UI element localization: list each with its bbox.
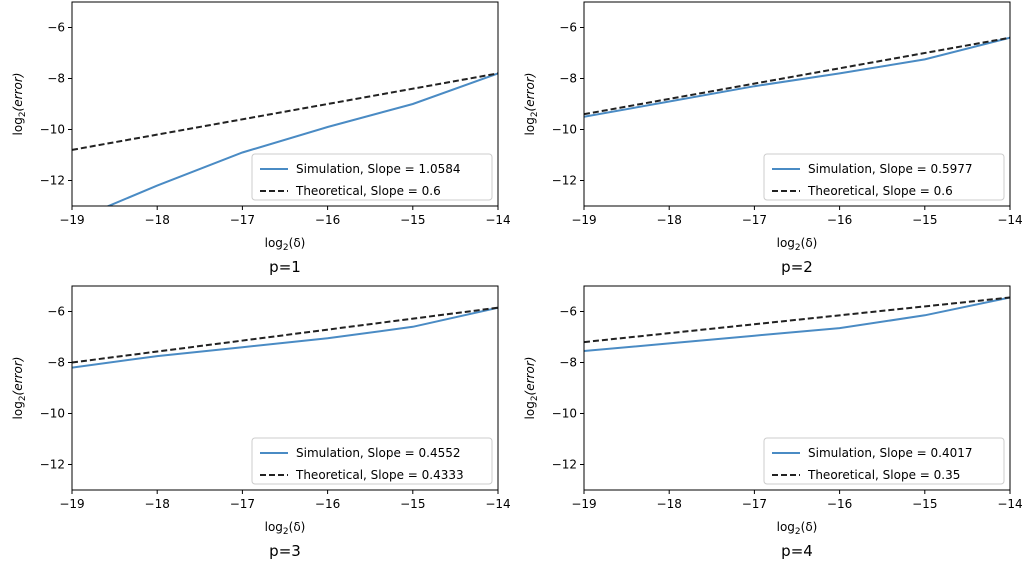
x-tick-label: −15 [400,497,425,511]
x-tick-label: −14 [485,213,510,227]
y-axis-label: log2(error) [523,357,540,420]
legend-label: Simulation, Slope = 1.0584 [296,162,461,176]
subplot-title: p=4 [781,542,813,560]
y-tick-label: −12 [552,458,577,472]
legend: Simulation, Slope = 0.4017 Theoretical, S… [763,437,1005,485]
legend: Simulation, Slope = 1.0584 Theoretical, S… [251,153,493,201]
legend-box [251,153,493,201]
x-tick-label: −18 [657,497,682,511]
subplot-title: p=1 [269,258,301,276]
legend-box [251,437,493,485]
y-tick-label: −12 [552,174,577,188]
y-axis-label: log2(error) [523,73,540,136]
y-tick-label: −10 [552,407,577,421]
x-axis-label: log2(δ) [777,236,818,253]
x-tick-label: −17 [742,213,767,227]
legend-box [763,437,1005,485]
x-tick-label: −14 [485,497,510,511]
y-tick-label: −6 [47,21,65,35]
y-axis-label: log2(error) [11,73,28,136]
x-tick-label: −17 [230,497,255,511]
subplot-title: p=3 [269,542,301,560]
theoretical-line [584,296,1010,344]
axes-frame [583,1,1011,207]
subplot-1: −19 −18 −17 −16 −15 −14 −12 −10 −8 −6 log2(δ) log2(… [11,1,511,276]
x-tick-label: −18 [145,213,170,227]
x-tick-label: −18 [145,497,170,511]
legend: Simulation, Slope = 0.4552 Theoretical, S… [251,437,493,485]
legend-label: Theoretical, Slope = 0.35 [807,468,960,482]
x-tick-label: −15 [400,213,425,227]
legend-box [763,153,1005,201]
x-tick-label: −14 [997,213,1022,227]
legend: Simulation, Slope = 0.5977 Theoretical, S… [763,153,1005,201]
y-tick-label: −8 [47,356,65,370]
y-tick-label: −12 [40,174,65,188]
legend-label: Theoretical, Slope = 0.6 [807,184,953,198]
legend-label: Theoretical, Slope = 0.6 [295,184,441,198]
axes-frame [71,1,499,207]
x-tick-label: −17 [230,213,255,227]
x-axis-label: log2(δ) [777,520,818,537]
x-tick-label: −17 [742,497,767,511]
x-tick-label: −19 [59,497,84,511]
theoretical-line [72,72,498,151]
simulation-line [105,72,498,206]
x-tick-label: −18 [657,213,682,227]
simulation-line [584,36,1010,118]
x-tick-label: −19 [59,213,84,227]
x-tick-label: −15 [912,497,937,511]
y-tick-label: −8 [559,72,577,86]
y-tick-label: −10 [40,123,65,137]
y-tick-label: −6 [559,305,577,319]
x-tick-label: −14 [997,497,1022,511]
x-tick-label: −16 [827,497,852,511]
legend-label: Simulation, Slope = 0.4017 [808,446,973,460]
y-tick-label: −6 [47,305,65,319]
subplot-4: −19 −18 −17 −16 −15 −14 −12 −10 −8 −6 log2(δ) log2(… [523,285,1023,560]
x-tick-label: −19 [571,213,596,227]
theoretical-line [72,306,498,364]
x-tick-label: −16 [315,497,340,511]
y-tick-label: −8 [47,72,65,86]
legend-label: Theoretical, Slope = 0.4333 [295,468,464,482]
x-tick-label: −19 [571,497,596,511]
axes-frame [71,285,499,491]
y-tick-label: −10 [552,123,577,137]
subplot-2: −19 −18 −17 −16 −15 −14 −12 −10 −8 −6 log2(δ) log2(… [523,1,1023,276]
y-tick-label: −10 [40,407,65,421]
subplot-3: −19 −18 −17 −16 −15 −14 −12 −10 −8 −6 log2(δ) log2(… [11,285,511,560]
x-tick-label: −16 [315,213,340,227]
legend-label: Simulation, Slope = 0.4552 [296,446,461,460]
x-tick-label: −15 [912,213,937,227]
x-tick-label: −16 [827,213,852,227]
legend-label: Simulation, Slope = 0.5977 [808,162,973,176]
y-tick-label: −6 [559,21,577,35]
y-tick-label: −8 [559,356,577,370]
y-axis-label: log2(error) [11,357,28,420]
axes-frame [583,285,1011,491]
y-tick-label: −12 [40,458,65,472]
simulation-line [72,306,498,369]
subplot-title: p=2 [781,258,813,276]
theoretical-line [584,36,1010,116]
simulation-line [584,296,1010,352]
x-axis-label: log2(δ) [265,236,306,253]
x-axis-label: log2(δ) [265,520,306,537]
